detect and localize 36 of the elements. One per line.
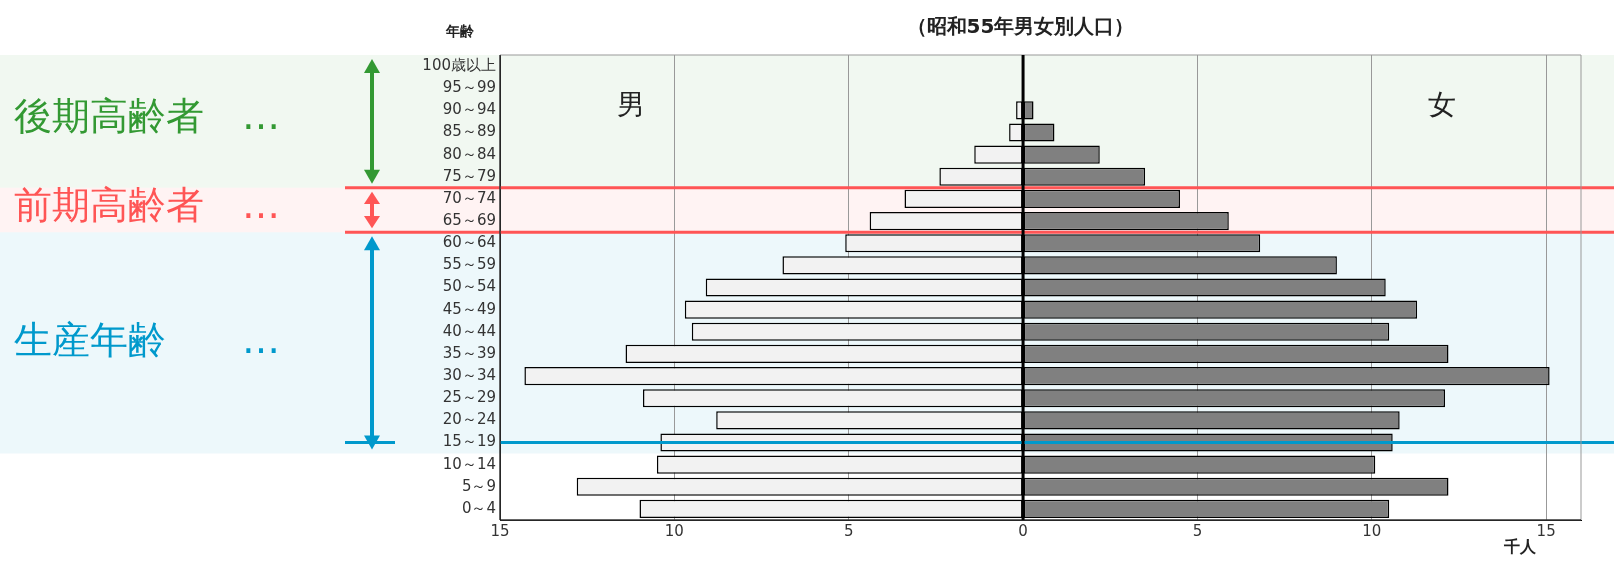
band-label: 後期高齢者 …	[14, 94, 280, 139]
x-tick-label: 15	[490, 521, 510, 540]
y-tick-label: 85～89	[442, 122, 496, 141]
y-tick-label: 60～64	[442, 233, 496, 252]
x-tick-label: 10	[664, 521, 684, 540]
y-tick-label: 90～94	[442, 100, 496, 119]
y-tick-label: 40～44	[442, 321, 496, 340]
y-tick-label: 80～84	[442, 144, 496, 163]
text: 女	[1427, 88, 1456, 122]
band-label: 前期高齢者 …	[14, 182, 280, 227]
y-tick-label: 95～99	[442, 78, 496, 97]
y-tick-label: 0～4	[461, 498, 496, 517]
band-label: 生産年齢 …	[14, 317, 280, 362]
text: 男	[616, 88, 645, 122]
y-tick-label: 50～54	[442, 277, 496, 296]
y-tick-label: 75～79	[442, 166, 496, 185]
y-tick-label: 35～39	[442, 343, 496, 362]
y-tick-label: 5～9	[461, 476, 496, 495]
y-tick-label: 55～59	[442, 255, 496, 274]
y-tick-label: 70～74	[442, 188, 496, 207]
x-tick-label: 0	[1018, 521, 1028, 540]
y-tick-label: 15～19	[442, 432, 496, 451]
y-axis-title: 年齢	[445, 22, 475, 39]
y-tick-label: 10～14	[442, 454, 496, 473]
y-tick-label: 30～34	[442, 365, 496, 384]
x-tick-label: 10	[1362, 521, 1382, 540]
x-tick-label: 5	[1192, 521, 1203, 540]
y-tick-label: 65～69	[442, 210, 496, 229]
x-axis-title: 千人	[1503, 537, 1538, 557]
x-tick-label: 5	[843, 521, 854, 540]
y-tick-label: 20～24	[442, 410, 496, 429]
y-tick-label: 25～29	[442, 388, 496, 407]
y-tick-label: 100歳以上	[422, 55, 496, 74]
x-tick-label: 15	[1536, 521, 1556, 540]
chart-title: （昭和55年男女別人口）	[906, 14, 1135, 39]
y-tick-label: 45～49	[442, 299, 496, 318]
